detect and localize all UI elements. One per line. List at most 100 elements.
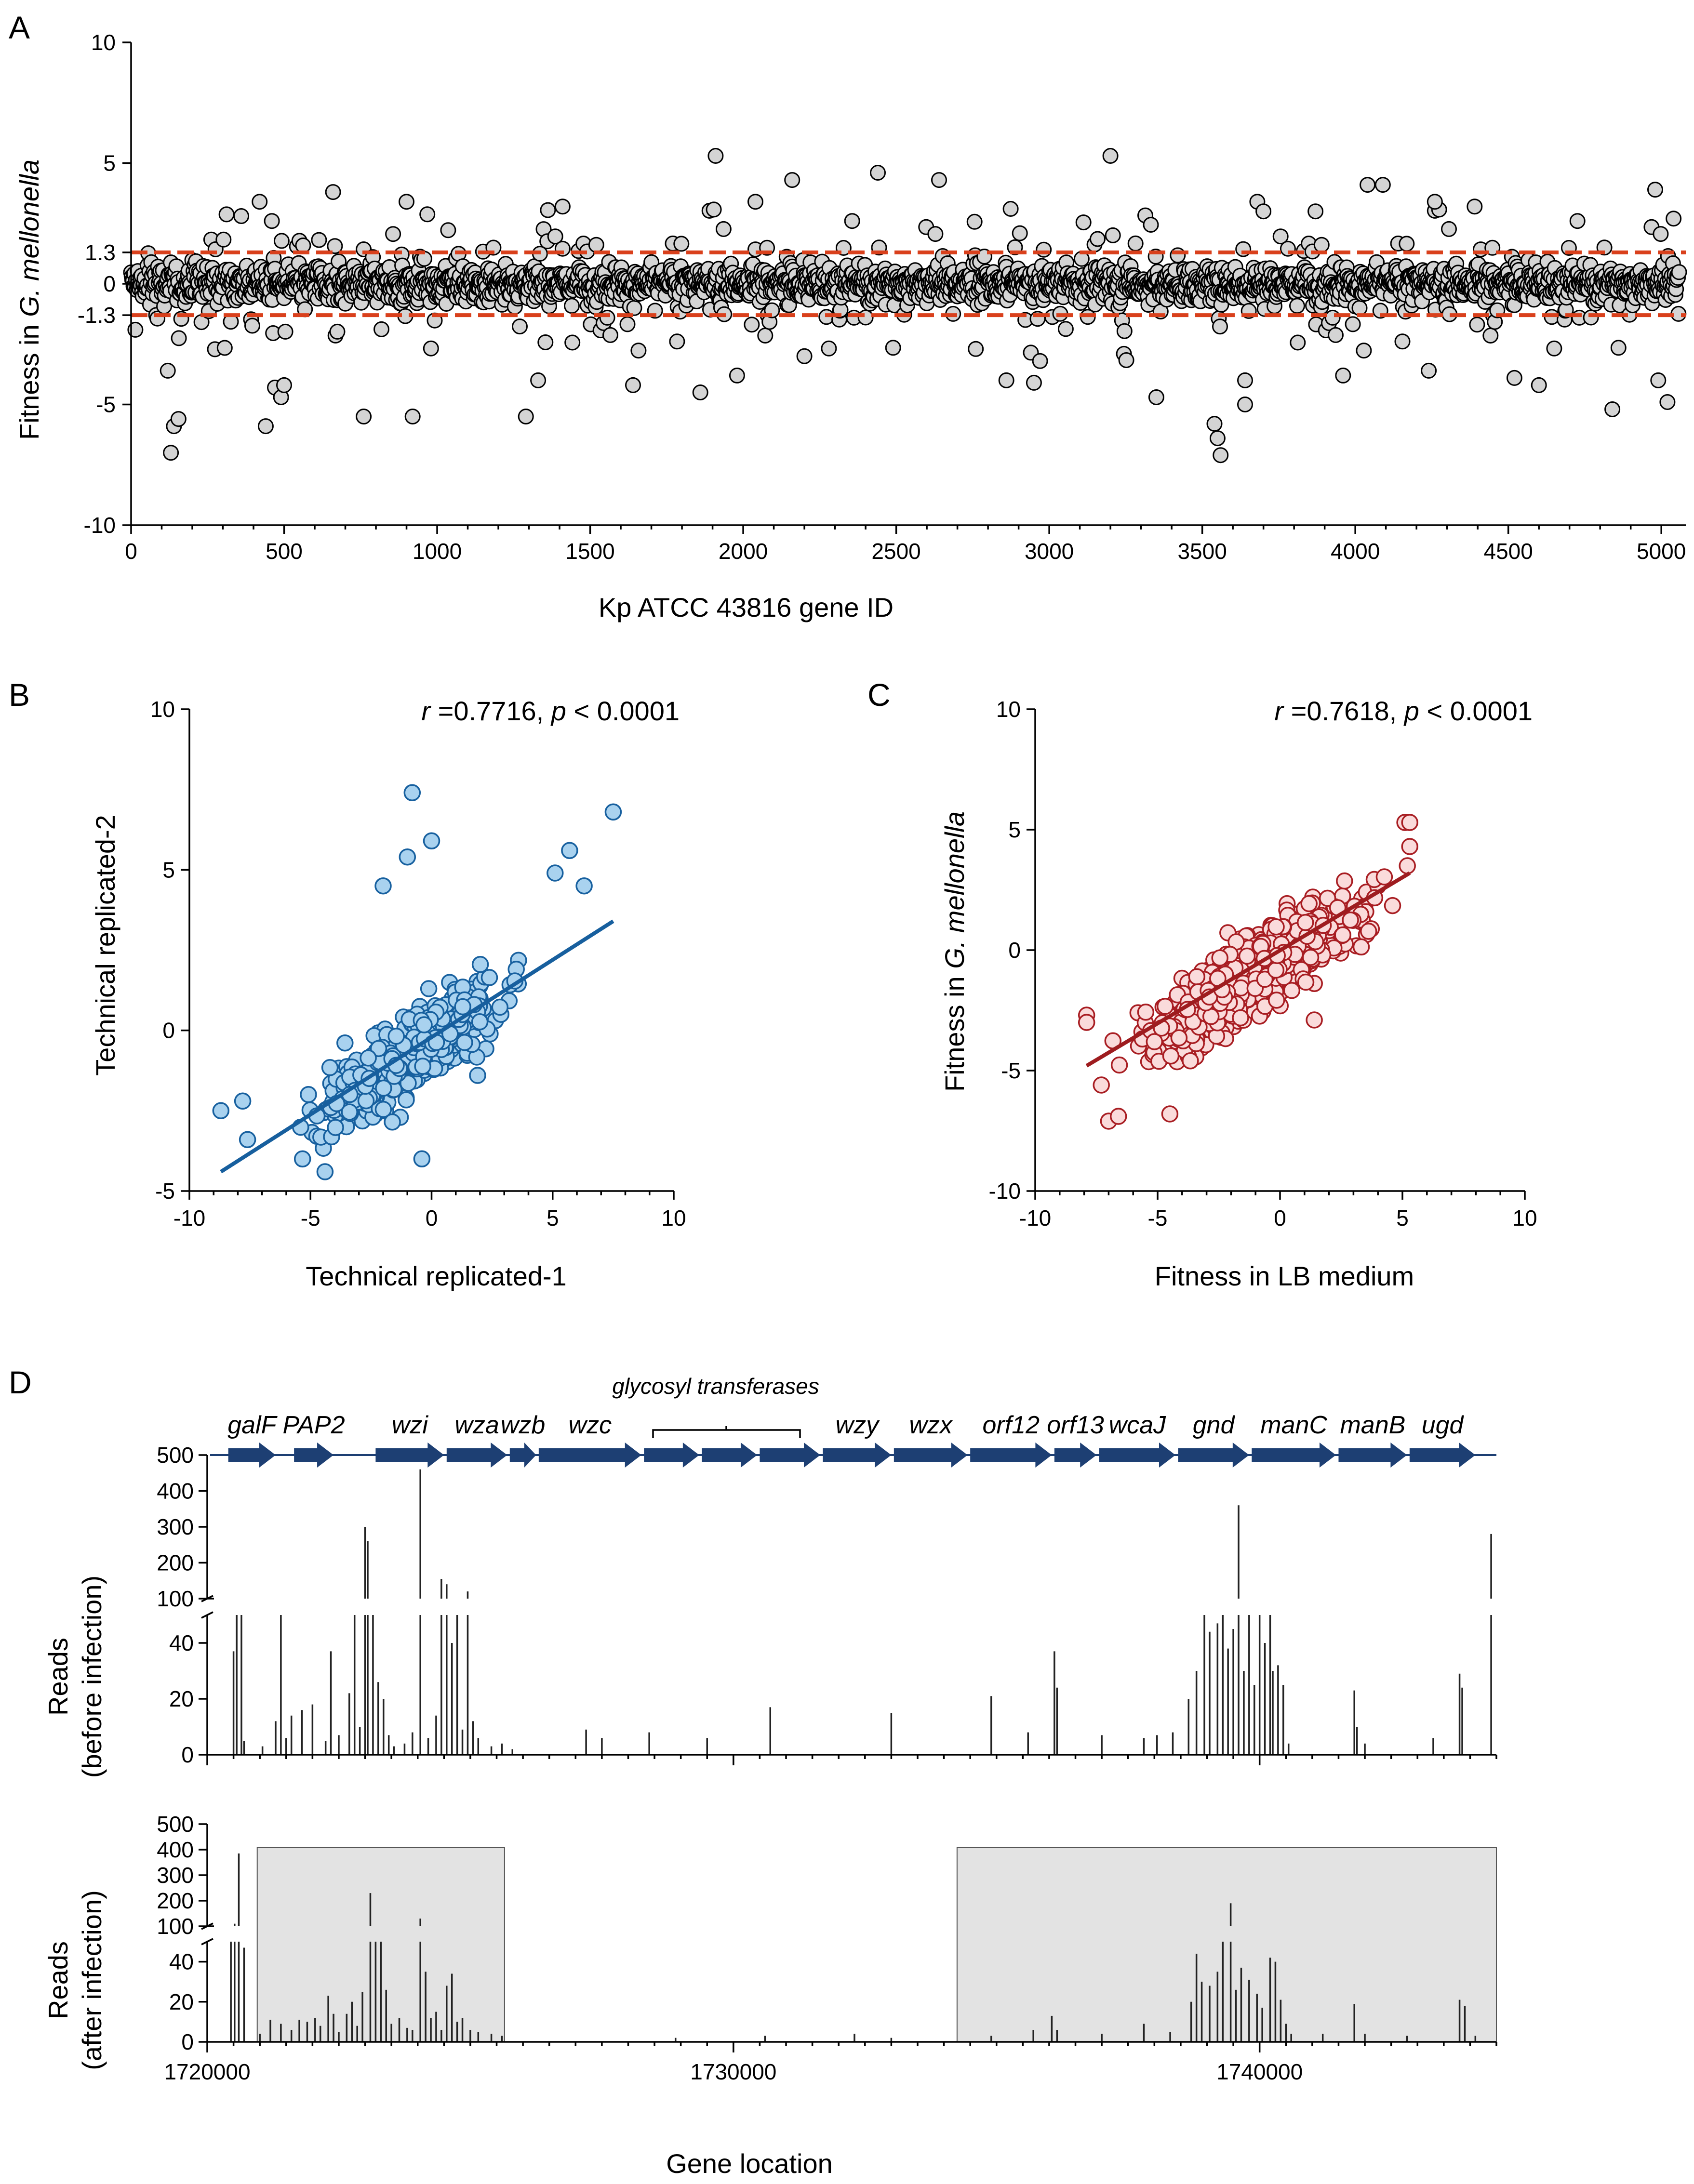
data-point [1296, 913, 1314, 931]
data-point [419, 206, 436, 223]
data-point [1306, 1011, 1323, 1029]
data-point [1401, 814, 1418, 831]
y-tick-label: -10 [84, 513, 116, 538]
y-tick-label: 0 [103, 271, 116, 296]
panel-c-y-label-italic: G. mellonella [939, 811, 970, 969]
gene-label: wza [454, 1411, 499, 1439]
data-point [1267, 992, 1285, 1009]
data-point [239, 1131, 256, 1149]
panel-c-y-label: Fitness in G. mellonella [939, 811, 970, 1092]
data-point [1399, 236, 1415, 252]
data-point [327, 1119, 344, 1136]
y-tick-label: 0 [162, 1018, 175, 1043]
data-point [1610, 340, 1627, 356]
y-tick-label: 10 [150, 697, 175, 722]
data-point [360, 1049, 377, 1067]
data-point [257, 418, 274, 435]
x-tick-label: 5 [547, 1205, 559, 1231]
x-tick-label: 3500 [1177, 539, 1227, 564]
y-tick-label: 0 [1008, 938, 1021, 963]
data-point [1162, 1047, 1180, 1065]
data-point [1360, 177, 1376, 193]
data-point [1569, 213, 1586, 229]
data-point [357, 1092, 375, 1110]
y-tick-label: 10 [91, 30, 116, 55]
data-point [1336, 872, 1353, 890]
data-point [1300, 895, 1318, 913]
data-point [1671, 264, 1687, 280]
data-point [518, 409, 534, 424]
panel-label-a: A [9, 10, 30, 45]
data-point [1212, 318, 1228, 335]
data-point [1302, 949, 1320, 966]
panel-c-r-text: =0.7618, [1283, 696, 1404, 726]
gene-arrow [823, 1443, 892, 1468]
before-upper-y-axis-tick-label: 300 [157, 1514, 194, 1539]
data-point [1482, 328, 1499, 344]
data-point [420, 980, 438, 997]
data-point [1102, 148, 1119, 164]
gene-label: wzx [909, 1411, 953, 1439]
panel-c-stats: r =0.7618, p < 0.0001 [1274, 696, 1533, 726]
before-upper-y-axis-tick-label: 500 [157, 1443, 194, 1468]
x-tick-label: 500 [266, 539, 303, 564]
before-lower-y-axis-tick-label: 40 [169, 1630, 194, 1655]
y-tick-label: -10 [989, 1178, 1021, 1204]
gene-arrow [375, 1443, 444, 1468]
data-point [1002, 201, 1019, 217]
panel-label-b: B [9, 677, 30, 713]
data-point [998, 372, 1014, 388]
gene-arrow [644, 1443, 699, 1468]
data-point [469, 1067, 486, 1084]
x-tick-label: 4500 [1484, 539, 1533, 564]
data-point [1335, 367, 1351, 384]
data-point [336, 1034, 354, 1052]
gene-label: wzb [501, 1411, 545, 1439]
data-point [931, 172, 947, 188]
x-tick-label: 2000 [719, 539, 768, 564]
data-point [927, 226, 944, 242]
x-tick-label: 5 [1396, 1205, 1409, 1231]
data-point [471, 1013, 489, 1031]
data-point [857, 309, 874, 326]
data-point [1328, 327, 1344, 343]
data-point [1659, 394, 1676, 410]
gene-arrow [538, 1443, 641, 1468]
y-tick-label: -1.3 [78, 303, 116, 328]
gene-arrow [1252, 1443, 1336, 1468]
data-point [625, 377, 641, 393]
data-point [968, 341, 984, 357]
data-point [1653, 226, 1669, 242]
data-point [212, 1102, 230, 1120]
data-point [1161, 1105, 1179, 1123]
gene-arrow [294, 1443, 334, 1468]
y-tick-label: 1.3 [85, 240, 116, 265]
y-tick-label: 5 [103, 151, 116, 176]
data-point [423, 832, 440, 850]
data-point [1170, 247, 1186, 264]
x-tick-label: 4000 [1331, 539, 1380, 564]
gene-arrow [1409, 1443, 1476, 1468]
glycosyl-transferases-label: glycosyl transferases [612, 1374, 819, 1399]
data-point [744, 317, 760, 333]
data-point [1148, 389, 1164, 405]
data-point [1345, 316, 1361, 332]
data-point [276, 377, 292, 393]
data-point [1255, 203, 1272, 220]
data-point [273, 233, 290, 249]
data-point [1394, 333, 1411, 350]
data-point [1032, 353, 1048, 369]
data-point [171, 330, 187, 346]
data-point [796, 348, 813, 364]
data-point [1170, 1029, 1188, 1046]
data-point [1324, 309, 1341, 326]
data-point [385, 226, 401, 242]
regression-line [1085, 871, 1411, 1068]
data-point [1075, 214, 1092, 231]
after-x-axis-tick-label: 1730000 [690, 2059, 776, 2084]
panel-c-y-label-prefix: Fitness in [939, 969, 970, 1092]
y-tick-label: -5 [96, 392, 116, 417]
data-point [399, 848, 416, 866]
y-tick-label: 10 [996, 697, 1021, 722]
